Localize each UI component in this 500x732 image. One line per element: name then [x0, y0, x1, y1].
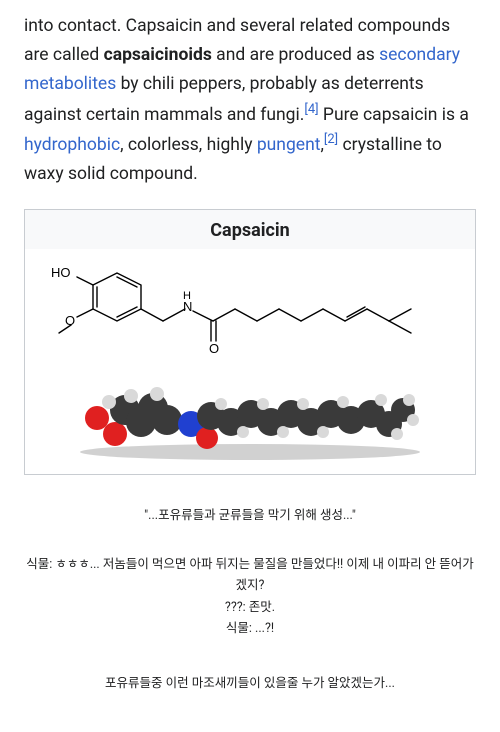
bold-term: capsaicinoids: [104, 45, 212, 65]
text-frag: and are produced as: [212, 45, 379, 65]
dialogue-line-1: 식물: ㅎㅎㅎ... 저놈들이 먹으면 아파 뒤지는 물질을 만들었다!! 이제…: [24, 554, 476, 597]
text-frag: Pure capsaicin is a: [319, 104, 469, 124]
infobox-capsaicin: Capsaicin: [24, 209, 476, 475]
link-pungent[interactable]: pungent: [257, 135, 321, 155]
article-paragraph: into contact. Capsaicin and several rela…: [0, 0, 500, 209]
skeletal-formula: HO O N H O: [25, 249, 475, 368]
atom-label-o: O: [65, 313, 75, 328]
atom-label-ho: HO: [51, 265, 71, 280]
ball-stick-model: [25, 368, 475, 474]
caption-quote: "...포유류들과 균류들을 막기 위해 생성...": [24, 505, 476, 526]
link-hydrophobic[interactable]: hydrophobic: [24, 135, 120, 155]
captions-block: "...포유류들과 균류들을 막기 위해 생성..." 식물: ㅎㅎㅎ... 저…: [0, 505, 500, 695]
structure-svg: HO O N H O: [35, 255, 465, 360]
caption-punchline: 포유류들중 이런 마조새끼들이 있을줄 누가 알았겠는가...: [24, 673, 476, 694]
dialogue-line-2: ???: 존맛.: [24, 597, 476, 618]
reference-4[interactable]: [4]: [304, 102, 318, 117]
infobox-title: Capsaicin: [25, 210, 475, 249]
atom-label-o2: O: [209, 341, 219, 356]
text-frag: , colorless, highly: [120, 135, 257, 155]
atom-label-h: H: [183, 290, 191, 302]
dialogue-line-3: 식물: ...?!: [24, 618, 476, 639]
model-svg: [35, 374, 465, 464]
caption-dialogue: 식물: ㅎㅎㅎ... 저놈들이 먹으면 아파 뒤지는 물질을 만들었다!! 이제…: [24, 554, 476, 639]
reference-2[interactable]: [2]: [324, 132, 338, 147]
